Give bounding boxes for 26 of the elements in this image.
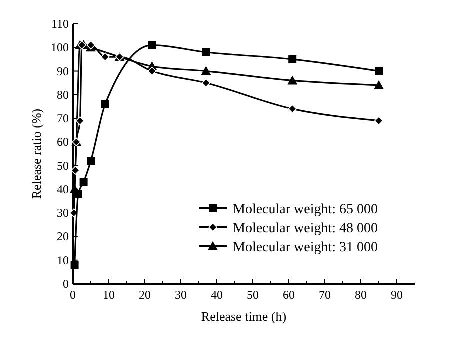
y-tick-label: 50 bbox=[57, 158, 69, 173]
x-tick-label: 10 bbox=[103, 288, 115, 302]
x-axis-title: Release time (h) bbox=[201, 309, 287, 324]
x-tick-label: 20 bbox=[139, 288, 151, 302]
y-axis-title: Release ratio (%) bbox=[29, 108, 44, 200]
y-tick-label: 30 bbox=[57, 206, 69, 220]
x-tick-label: 70 bbox=[319, 288, 331, 302]
y-tick-label: 110 bbox=[51, 17, 69, 31]
x-tick-label: 90 bbox=[391, 288, 403, 302]
x-tick-label: 40 bbox=[211, 288, 223, 302]
y-tick-label: 70 bbox=[57, 112, 69, 126]
y-tick-label: 90 bbox=[57, 64, 69, 78]
x-tick-label: 50 bbox=[247, 288, 259, 302]
legend-label: Molecular weight: 65 000 bbox=[233, 202, 378, 218]
legend-label: Molecular weight: 31 000 bbox=[233, 240, 378, 256]
x-tick-label: 80 bbox=[355, 288, 367, 302]
y-tick-label: 10 bbox=[57, 253, 69, 268]
y-tick-label: 0 bbox=[63, 277, 69, 291]
y-tick-label: 60 bbox=[57, 135, 69, 150]
y-tick-label: 80 bbox=[57, 88, 69, 102]
y-tick-label: 100 bbox=[51, 40, 69, 55]
y-tick-label: 40 bbox=[57, 182, 69, 196]
legend-label: Molecular weight: 48 000 bbox=[233, 221, 378, 236]
y-tick-label: 20 bbox=[57, 230, 69, 244]
x-tick-label: 60 bbox=[283, 288, 295, 302]
x-tick-label: 30 bbox=[175, 288, 187, 302]
